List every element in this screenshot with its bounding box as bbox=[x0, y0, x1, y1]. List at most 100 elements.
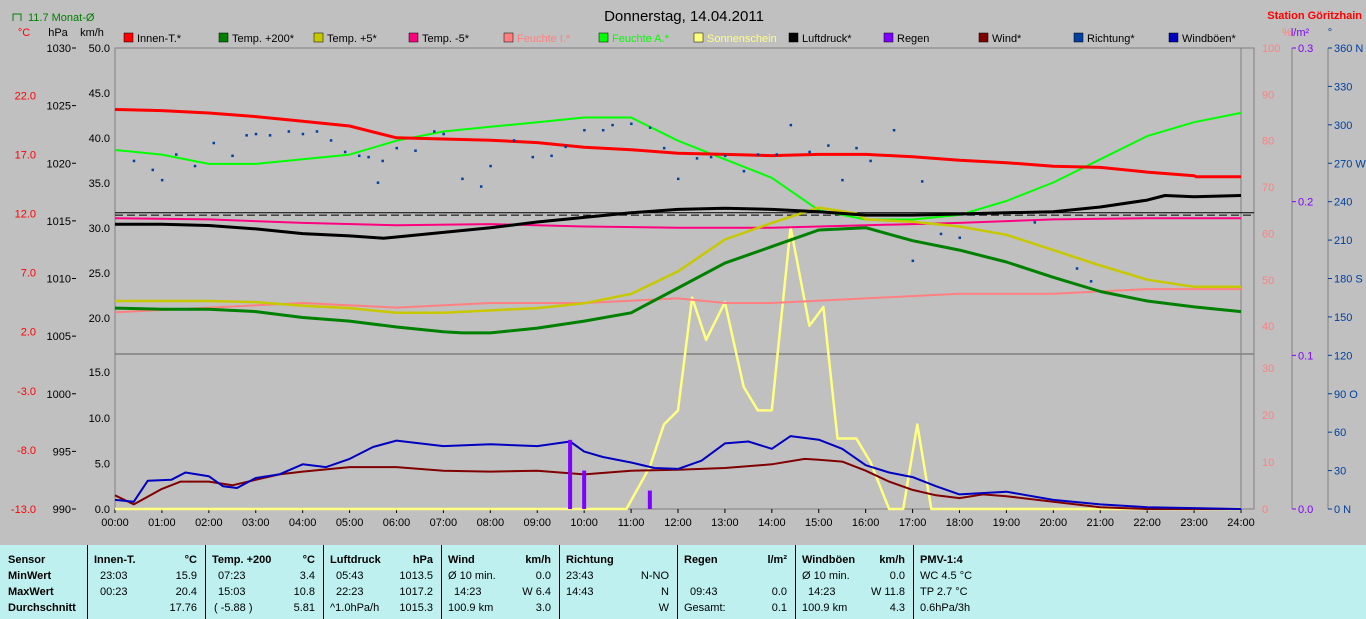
stats-pmv-dewpoint: TP 2.7 °C bbox=[920, 586, 968, 598]
direction-dot bbox=[301, 132, 305, 136]
legend-label: Innen-T.* bbox=[137, 33, 182, 45]
y-tick-label-pct: 40 bbox=[1262, 321, 1274, 333]
direction-dot bbox=[911, 259, 915, 263]
stats-pmv-windchill: WC 4.5 °C bbox=[920, 570, 973, 582]
stats-luftdruck-min-time: 05:43 bbox=[336, 570, 364, 582]
direction-dot bbox=[611, 123, 614, 127]
x-tick-label: 06:00 bbox=[383, 517, 411, 529]
axis-head-lm2: l/m² bbox=[1291, 27, 1310, 39]
direction-dot bbox=[160, 178, 164, 182]
stats-regen-max-value: 0.0 bbox=[771, 586, 787, 598]
direction-dot bbox=[601, 128, 605, 132]
stats-col-temp200: Temp. +200 °C 07:23 3.4 15:03 10.8 ( -5.88 … bbox=[206, 545, 324, 619]
stats-col-windboeen: Windböen km/h Ø 10 min. 0.0 14:23 W 11.8 10… bbox=[796, 545, 914, 619]
y-tick-label-lm2: 0.1 bbox=[1298, 350, 1313, 362]
legend-swatch bbox=[1168, 32, 1179, 43]
direction-dot bbox=[662, 146, 666, 150]
month-avg-text: 11.7 Monat-Ø bbox=[28, 12, 95, 24]
stats-luftdruck-trend: ^1.0hPa/h bbox=[330, 602, 380, 614]
legend-swatch bbox=[1073, 32, 1084, 43]
direction-dot bbox=[583, 128, 586, 132]
legend-label: Sonnenschein bbox=[707, 33, 777, 45]
y-tick-label-celsius: 17.0 bbox=[15, 149, 36, 161]
stats-richtung-max-time: 14:43 bbox=[566, 586, 594, 598]
y-tick-label-hpa: 1005 bbox=[47, 331, 71, 343]
station-name: Station Göritzhain bbox=[1267, 10, 1362, 22]
stats-sensor-head: Sensor bbox=[8, 554, 46, 566]
stats-windboeen-avg-value: 4.3 bbox=[889, 602, 905, 614]
x-tick-label: 09:00 bbox=[523, 517, 551, 529]
y-tick-label-pct: 60 bbox=[1262, 228, 1274, 240]
direction-dot bbox=[343, 150, 347, 154]
y-tick-label-lm2: 0.2 bbox=[1298, 197, 1313, 209]
x-tick-label: 15:00 bbox=[805, 517, 833, 529]
stats-innen-max-value: 20.4 bbox=[175, 586, 197, 598]
y-tick-label-deg: 210 bbox=[1334, 235, 1352, 247]
legend-swatch bbox=[313, 32, 324, 43]
stats-luftdruck-min-value: 1013.5 bbox=[399, 570, 433, 582]
stats-temp200-min-value: 3.4 bbox=[299, 570, 315, 582]
stats-temp200-max-time: 15:03 bbox=[218, 586, 246, 598]
direction-dot bbox=[939, 232, 943, 236]
y-tick-label-celsius: 2.0 bbox=[21, 327, 36, 339]
axis-head-hpa: hPa bbox=[48, 27, 68, 39]
y-tick-label-pct: 0 bbox=[1262, 504, 1268, 516]
y-tick-label-kmh: 30.0 bbox=[89, 223, 110, 235]
legend-label: Regen bbox=[897, 33, 929, 45]
rain-bar bbox=[568, 439, 573, 509]
direction-dot bbox=[869, 159, 872, 163]
axis-head-deg: ° bbox=[1328, 27, 1332, 39]
series-feuchte_i bbox=[114, 288, 1241, 314]
y-tick-label-hpa: 1025 bbox=[47, 101, 71, 113]
stats-pmv-trend: 0.6hPa/3h bbox=[920, 602, 971, 614]
stats-col-pmv: PMV-1:4 WC 4.5 °C TP 2.7 °C 0.6hPa/3h bbox=[914, 545, 1366, 619]
direction-dot bbox=[630, 122, 633, 126]
direction-dot bbox=[695, 157, 699, 160]
legend-swatch bbox=[693, 32, 704, 43]
y-tick-label-deg: 60 bbox=[1334, 427, 1346, 439]
y-tick-label-kmh: 45.0 bbox=[89, 88, 110, 100]
x-tick-label: 08:00 bbox=[477, 517, 505, 529]
legend-label: Wind* bbox=[992, 33, 1022, 45]
y-tick-label-lm2: 0.0 bbox=[1298, 504, 1313, 516]
direction-dot bbox=[723, 154, 727, 158]
legend-label: Temp. -5* bbox=[422, 33, 470, 45]
y-tick-label-pct: 30 bbox=[1262, 363, 1274, 375]
y-tick-label-hpa: 1015 bbox=[47, 216, 71, 228]
stats-temp200-head: Temp. +200 bbox=[212, 554, 272, 566]
legend-swatch bbox=[408, 32, 419, 43]
direction-dot bbox=[268, 134, 272, 137]
stats-richtung-min-time: 23:43 bbox=[566, 570, 594, 582]
direction-dot bbox=[245, 134, 248, 137]
stats-windboeen-head: Windböen bbox=[802, 554, 856, 566]
x-tick-label: 04:00 bbox=[289, 517, 317, 529]
direction-dot bbox=[742, 169, 746, 173]
legend-swatch bbox=[788, 32, 799, 43]
legend-swatch bbox=[883, 32, 894, 43]
y-tick-label-pct: 80 bbox=[1262, 136, 1274, 148]
stats-innen-min-value: 15.9 bbox=[175, 570, 197, 582]
direction-dot bbox=[756, 153, 760, 156]
stats-regen-head: Regen bbox=[684, 554, 718, 566]
direction-dot bbox=[461, 177, 464, 181]
direction-dot bbox=[531, 155, 535, 159]
legend-label: Luftdruck* bbox=[802, 33, 852, 45]
stats-regen-max-time: 09:43 bbox=[690, 586, 718, 598]
direction-dot bbox=[648, 126, 652, 129]
y-tick-label-deg: 150 bbox=[1334, 312, 1352, 324]
direction-dot bbox=[193, 164, 197, 168]
direction-dot bbox=[827, 144, 830, 147]
x-tick-label: 22:00 bbox=[1133, 517, 1161, 529]
stats-innen-unit: °C bbox=[184, 554, 197, 566]
direction-dot bbox=[395, 146, 398, 150]
direction-dot bbox=[212, 141, 216, 145]
direction-dot bbox=[132, 159, 136, 163]
direction-dot bbox=[709, 155, 713, 159]
y-tick-label-pct: 50 bbox=[1262, 275, 1274, 287]
stats-temp200-max-value: 10.8 bbox=[293, 586, 315, 598]
y-tick-label-hpa: 1000 bbox=[47, 389, 71, 401]
rain-bar bbox=[582, 470, 587, 509]
x-tick-label: 02:00 bbox=[195, 517, 223, 529]
direction-dot bbox=[841, 178, 844, 182]
direction-dot bbox=[357, 154, 361, 158]
